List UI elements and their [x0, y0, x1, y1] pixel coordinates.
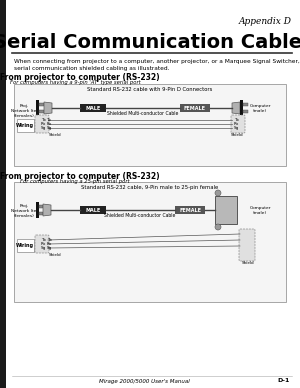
Text: Standard RS-232 cable with 9-Pin D Connectors: Standard RS-232 cable with 9-Pin D Conne… — [87, 87, 213, 92]
Text: Rx: Rx — [40, 242, 46, 246]
Text: Mirage 2000/5000 User's Manual: Mirage 2000/5000 User's Manual — [99, 379, 190, 383]
Bar — [0, 0, 6, 388]
Bar — [39, 205, 43, 208]
FancyBboxPatch shape — [16, 118, 34, 132]
Text: FEMALE: FEMALE — [179, 208, 201, 213]
Text: Serial Communication Cables: Serial Communication Cables — [0, 33, 300, 52]
Text: Computer
(male): Computer (male) — [249, 206, 271, 215]
Bar — [80, 206, 106, 214]
Text: Computer
(male): Computer (male) — [249, 104, 271, 113]
Text: Sg: Sg — [47, 246, 52, 250]
Text: Standard RS-232 cable, 9-Pin male to 25-pin female: Standard RS-232 cable, 9-Pin male to 25-… — [81, 185, 219, 190]
FancyBboxPatch shape — [231, 115, 245, 133]
Bar — [36, 202, 39, 218]
Text: Rx: Rx — [46, 122, 52, 126]
Text: Proj.
Network Ite
(females): Proj. Network Ite (females) — [11, 204, 37, 218]
Bar — [36, 100, 39, 116]
Bar — [240, 100, 243, 116]
Bar — [39, 103, 44, 106]
Text: Rx: Rx — [40, 122, 46, 126]
Text: Rx: Rx — [47, 242, 52, 246]
Text: □ From projector to computer (RS-232): □ From projector to computer (RS-232) — [0, 73, 160, 82]
Bar — [180, 104, 210, 112]
Text: Shield: Shield — [231, 133, 243, 137]
FancyBboxPatch shape — [35, 115, 49, 133]
Text: D-1: D-1 — [278, 379, 290, 383]
Text: Sg: Sg — [46, 126, 52, 130]
Polygon shape — [44, 102, 52, 114]
Circle shape — [215, 224, 221, 230]
Text: Sg: Sg — [234, 126, 239, 130]
Text: Tx: Tx — [46, 118, 52, 122]
Text: For computers having a 9-pin 'AT' type serial port: For computers having a 9-pin 'AT' type s… — [10, 80, 140, 85]
Bar — [14, 182, 286, 302]
Text: Shielded Multi-conductor Cable: Shielded Multi-conductor Cable — [104, 213, 176, 218]
Text: Tx: Tx — [41, 118, 46, 122]
Text: FEMALE: FEMALE — [184, 106, 206, 111]
Text: Shield: Shield — [49, 133, 61, 137]
Text: Rx: Rx — [234, 122, 239, 126]
Bar — [14, 84, 286, 166]
Text: When connecting from projector to a computer, another projector, or a Marquee Si: When connecting from projector to a comp… — [14, 59, 300, 71]
Text: Wiring: Wiring — [16, 242, 34, 248]
Text: Tx: Tx — [47, 238, 52, 242]
Text: Tx: Tx — [41, 238, 46, 242]
Polygon shape — [232, 102, 240, 114]
FancyBboxPatch shape — [35, 235, 49, 253]
Bar — [243, 110, 248, 113]
Bar — [39, 212, 43, 215]
Text: Sg: Sg — [41, 126, 46, 130]
Text: □ From projector to computer (RS-232): □ From projector to computer (RS-232) — [0, 172, 160, 181]
FancyBboxPatch shape — [239, 229, 255, 261]
Text: Shield: Shield — [49, 253, 61, 257]
Text: Appendix D: Appendix D — [239, 17, 292, 26]
Text: Tx: Tx — [234, 118, 239, 122]
Polygon shape — [43, 204, 51, 216]
Bar — [39, 110, 44, 113]
Text: MALE: MALE — [85, 106, 100, 111]
Bar — [243, 103, 248, 106]
Text: Shielded Multi-conductor Cable: Shielded Multi-conductor Cable — [107, 111, 179, 116]
Text: Sg: Sg — [41, 246, 46, 250]
FancyBboxPatch shape — [16, 239, 34, 251]
Text: MALE: MALE — [85, 208, 100, 213]
Circle shape — [215, 190, 221, 196]
Bar — [215, 196, 237, 224]
Text: For computers having a 25-pin serial port: For computers having a 25-pin serial por… — [20, 179, 130, 184]
Bar — [175, 206, 205, 214]
Text: Wiring: Wiring — [16, 123, 34, 128]
Bar — [80, 104, 106, 112]
Text: Proj.
Network Ite
(females): Proj. Network Ite (females) — [11, 104, 37, 118]
Text: Shield: Shield — [242, 261, 254, 265]
